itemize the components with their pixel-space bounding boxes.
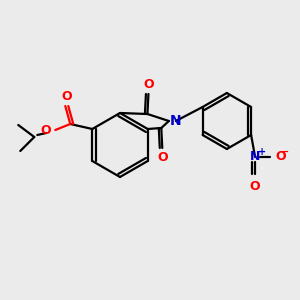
- Text: O: O: [157, 151, 168, 164]
- Text: O: O: [250, 180, 260, 193]
- Text: −: −: [279, 147, 289, 157]
- Text: O: O: [275, 151, 286, 164]
- Text: N: N: [250, 151, 260, 164]
- Text: O: O: [61, 90, 72, 103]
- Text: O: O: [143, 78, 154, 91]
- Text: +: +: [258, 147, 266, 157]
- Text: N: N: [170, 114, 182, 128]
- Text: O: O: [41, 124, 51, 137]
